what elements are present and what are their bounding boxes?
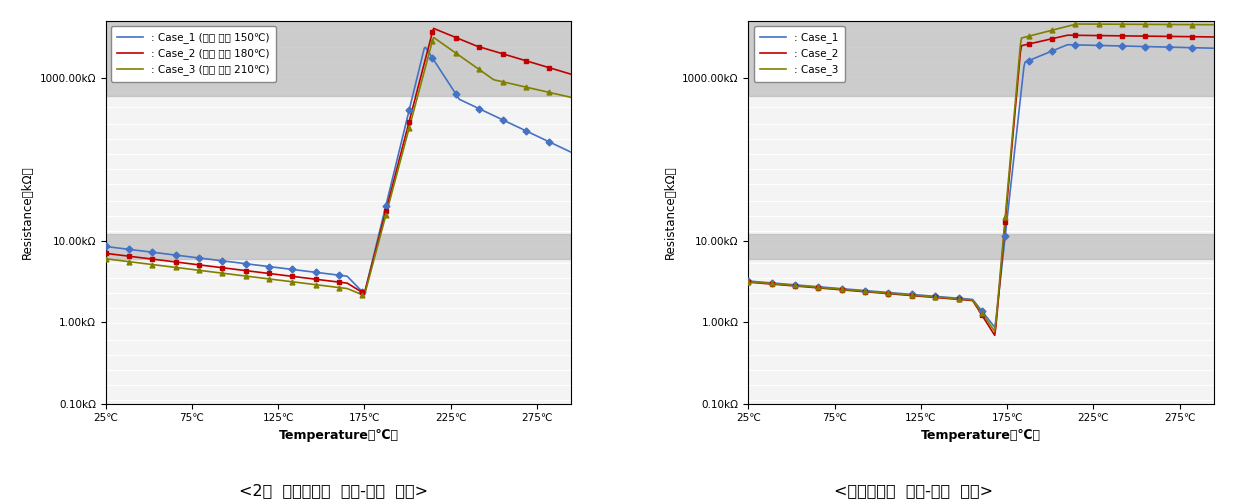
: Case_2 (승온 조정 180℃): (215, 4.04e+03): Case_2 (승온 조정 180℃): (215, 4.04e+03) (426, 25, 441, 31)
: Case_3 (승온 조정 210℃): (132, 3.16): Case_3 (승온 조정 210℃): (132, 3.16) (283, 279, 298, 285)
: Case_3: (295, 4.48e+03): Case_3: (295, 4.48e+03) (1207, 22, 1221, 28)
: Case_2: (168, 0.689): Case_2: (168, 0.689) (987, 332, 1002, 339)
: Case_2: (57.5, 2.72): Case_2: (57.5, 2.72) (797, 284, 811, 290)
: Case_1: (113, 2.25): Case_1: (113, 2.25) (893, 290, 908, 296)
: Case_1: (57.5, 2.81): Case_1: (57.5, 2.81) (797, 283, 811, 289)
: Case_1 (승온 조정 150℃): (221, 1.05e+03): Case_1 (승온 조정 150℃): (221, 1.05e+03) (437, 73, 452, 79)
: Case_1: (132, 2.09): Case_1: (132, 2.09) (925, 293, 940, 299)
: Case_3 (승온 조정 210℃): (295, 574): Case_3 (승온 조정 210℃): (295, 574) (564, 95, 579, 101)
: Case_3: (221, 4.56e+03): Case_3: (221, 4.56e+03) (1079, 21, 1094, 27)
: Case_3: (113, 2.22): Case_3: (113, 2.22) (893, 291, 908, 297)
Legend: : Case_1, : Case_2, : Case_3: : Case_1, : Case_2, : Case_3 (753, 26, 845, 81)
: Case_1: (221, 2.51e+03): Case_1: (221, 2.51e+03) (1079, 42, 1094, 48)
: Case_2 (승온 조정 180℃): (223, 3.48e+03): Case_2 (승온 조정 180℃): (223, 3.48e+03) (440, 31, 454, 37)
: Case_3: (25, 3.15): Case_3: (25, 3.15) (741, 279, 756, 285)
: Case_3 (승온 조정 210℃): (221, 2.53e+03): Case_3 (승온 조정 210℃): (221, 2.53e+03) (437, 42, 452, 48)
: Case_2: (113, 2.18): Case_2: (113, 2.18) (893, 292, 908, 298)
: Case_3 (승온 조정 210℃): (113, 3.54): Case_3 (승온 조정 210℃): (113, 3.54) (249, 275, 264, 281)
Bar (106, 234, 572, 259)
: Case_2: (196, 2.84e+03): Case_2: (196, 2.84e+03) (1035, 38, 1050, 44)
: Case_2 (승온 조정 180℃): (113, 4.13): Case_2 (승온 조정 180℃): (113, 4.13) (249, 269, 264, 275)
: Case_1 (승온 조정 150℃): (57.5, 6.99): Case_1 (승온 조정 150℃): (57.5, 6.99) (154, 250, 169, 257)
X-axis label: Temperature（℃）: Temperature（℃） (279, 429, 399, 442)
: Case_2: (210, 3.33e+03): Case_2: (210, 3.33e+03) (1061, 32, 1076, 38)
: Case_2 (승온 조정 180℃): (132, 3.69): Case_2 (승온 조정 180℃): (132, 3.69) (283, 273, 298, 279)
Line: : Case_2 (승온 조정 180℃): : Case_2 (승온 조정 180℃) (106, 28, 572, 293)
Line: : Case_3: : Case_3 (748, 24, 1214, 331)
Y-axis label: Resistance（kΩ）: Resistance（kΩ） (663, 165, 677, 259)
: Case_2 (승온 조정 180℃): (221, 3.57e+03): Case_2 (승온 조정 180℃): (221, 3.57e+03) (437, 30, 452, 36)
: Case_1: (196, 1.91e+03): Case_1: (196, 1.91e+03) (1035, 52, 1050, 58)
Line: : Case_3 (승온 조정 210℃): : Case_3 (승온 조정 210℃) (106, 38, 572, 295)
: Case_3 (승온 조정 210℃): (223, 2.42e+03): Case_3 (승온 조정 210℃): (223, 2.42e+03) (440, 43, 454, 49)
: Case_3 (승온 조정 210℃): (175, 2.14): Case_3 (승온 조정 210℃): (175, 2.14) (356, 292, 370, 298)
: Case_1 (승온 조정 150℃): (175, 2.28): Case_1 (승온 조정 150℃): (175, 2.28) (356, 290, 370, 296)
Legend: : Case_1 (승온 조정 150℃), : Case_2 (승온 조정 180℃), : Case_3 (승온 조정 210℃): : Case_1 (승온 조정 150℃), : Case_2 (승온 조정 1… (111, 26, 277, 81)
Line: : Case_1 (승온 조정 150℃): : Case_1 (승온 조정 150℃) (106, 47, 572, 293)
: Case_2 (승온 조정 180℃): (25, 7): Case_2 (승온 조정 180℃): (25, 7) (99, 250, 114, 257)
: Case_2: (295, 3.17e+03): Case_2: (295, 3.17e+03) (1207, 34, 1221, 40)
: Case_3: (57.5, 2.77): Case_3: (57.5, 2.77) (797, 283, 811, 289)
: Case_3: (196, 3.58e+03): Case_3: (196, 3.58e+03) (1035, 30, 1050, 36)
: Case_3: (168, 0.773): Case_3: (168, 0.773) (987, 328, 1002, 334)
: Case_3 (승온 조정 210℃): (57.5, 4.94): Case_3 (승온 조정 210℃): (57.5, 4.94) (154, 263, 169, 269)
: Case_1: (295, 2.31e+03): Case_1: (295, 2.31e+03) (1207, 45, 1221, 51)
: Case_1 (승온 조정 150℃): (25, 8.5): Case_1 (승온 조정 150℃): (25, 8.5) (99, 243, 114, 249)
: Case_1 (승온 조정 150℃): (223, 949): Case_1 (승온 조정 150℃): (223, 949) (440, 76, 454, 82)
X-axis label: Temperature（℃）: Temperature（℃） (921, 429, 1041, 442)
: Case_1 (승온 조정 150℃): (132, 4.48): Case_1 (승온 조정 150℃): (132, 4.48) (283, 266, 298, 272)
Text: <2차  개선시작품  온도-저항  특성>: <2차 개선시작품 온도-저항 특성> (238, 483, 429, 498)
Line: : Case_2: : Case_2 (748, 35, 1214, 336)
: Case_2 (승온 조정 180℃): (175, 2.27): Case_2 (승온 조정 180℃): (175, 2.27) (356, 290, 370, 296)
: Case_2 (승온 조정 180℃): (57.5, 5.76): Case_2 (승온 조정 180℃): (57.5, 5.76) (154, 257, 169, 263)
Y-axis label: Resistance（kΩ）: Resistance（kΩ） (21, 165, 33, 259)
: Case_1 (승온 조정 150℃): (295, 122): Case_1 (승온 조정 150℃): (295, 122) (564, 149, 579, 155)
Text: <최종시작품  온도-저항  특성>: <최종시작품 온도-저항 특성> (835, 483, 993, 498)
Bar (748, 21, 1214, 96)
: Case_2: (132, 2.02): Case_2: (132, 2.02) (925, 294, 940, 300)
: Case_3: (132, 2.05): Case_3: (132, 2.05) (925, 294, 940, 300)
Bar (106, 21, 572, 96)
: Case_3 (승온 조정 210℃): (196, 89.8): Case_3 (승온 조정 210℃): (196, 89.8) (393, 160, 408, 166)
: Case_2: (25, 3.1): Case_2: (25, 3.1) (741, 279, 756, 285)
Line: : Case_1: : Case_1 (748, 45, 1214, 327)
: Case_1: (223, 2.51e+03): Case_1: (223, 2.51e+03) (1082, 42, 1097, 48)
: Case_3 (승온 조정 210℃): (215, 3.12e+03): Case_3 (승온 조정 210℃): (215, 3.12e+03) (426, 35, 441, 41)
Bar (748, 234, 1214, 259)
: Case_3: (215, 4.57e+03): Case_3: (215, 4.57e+03) (1070, 21, 1084, 27)
: Case_1: (168, 0.866): Case_1: (168, 0.866) (987, 324, 1002, 330)
: Case_2: (223, 3.31e+03): Case_2: (223, 3.31e+03) (1082, 32, 1097, 38)
: Case_1 (승온 조정 150℃): (196, 135): Case_1 (승온 조정 150℃): (196, 135) (393, 145, 408, 151)
: Case_3: (223, 4.56e+03): Case_3: (223, 4.56e+03) (1082, 21, 1097, 27)
: Case_1 (승온 조정 150℃): (113, 5.01): Case_1 (승온 조정 150℃): (113, 5.01) (249, 262, 264, 268)
: Case_2 (승온 조정 180℃): (295, 1.1e+03): Case_2 (승온 조정 180℃): (295, 1.1e+03) (564, 71, 579, 77)
: Case_1 (승온 조정 150℃): (210, 2.37e+03): Case_1 (승온 조정 150℃): (210, 2.37e+03) (419, 44, 433, 50)
: Case_1: (25, 3.2): Case_1: (25, 3.2) (741, 278, 756, 284)
: Case_1: (210, 2.55e+03): Case_1: (210, 2.55e+03) (1061, 42, 1076, 48)
: Case_3 (승온 조정 210℃): (25, 6): Case_3 (승온 조정 210℃): (25, 6) (99, 256, 114, 262)
: Case_2: (221, 3.31e+03): Case_2: (221, 3.31e+03) (1079, 32, 1094, 38)
: Case_2 (승온 조정 180℃): (196, 105): Case_2 (승온 조정 180℃): (196, 105) (393, 154, 408, 160)
